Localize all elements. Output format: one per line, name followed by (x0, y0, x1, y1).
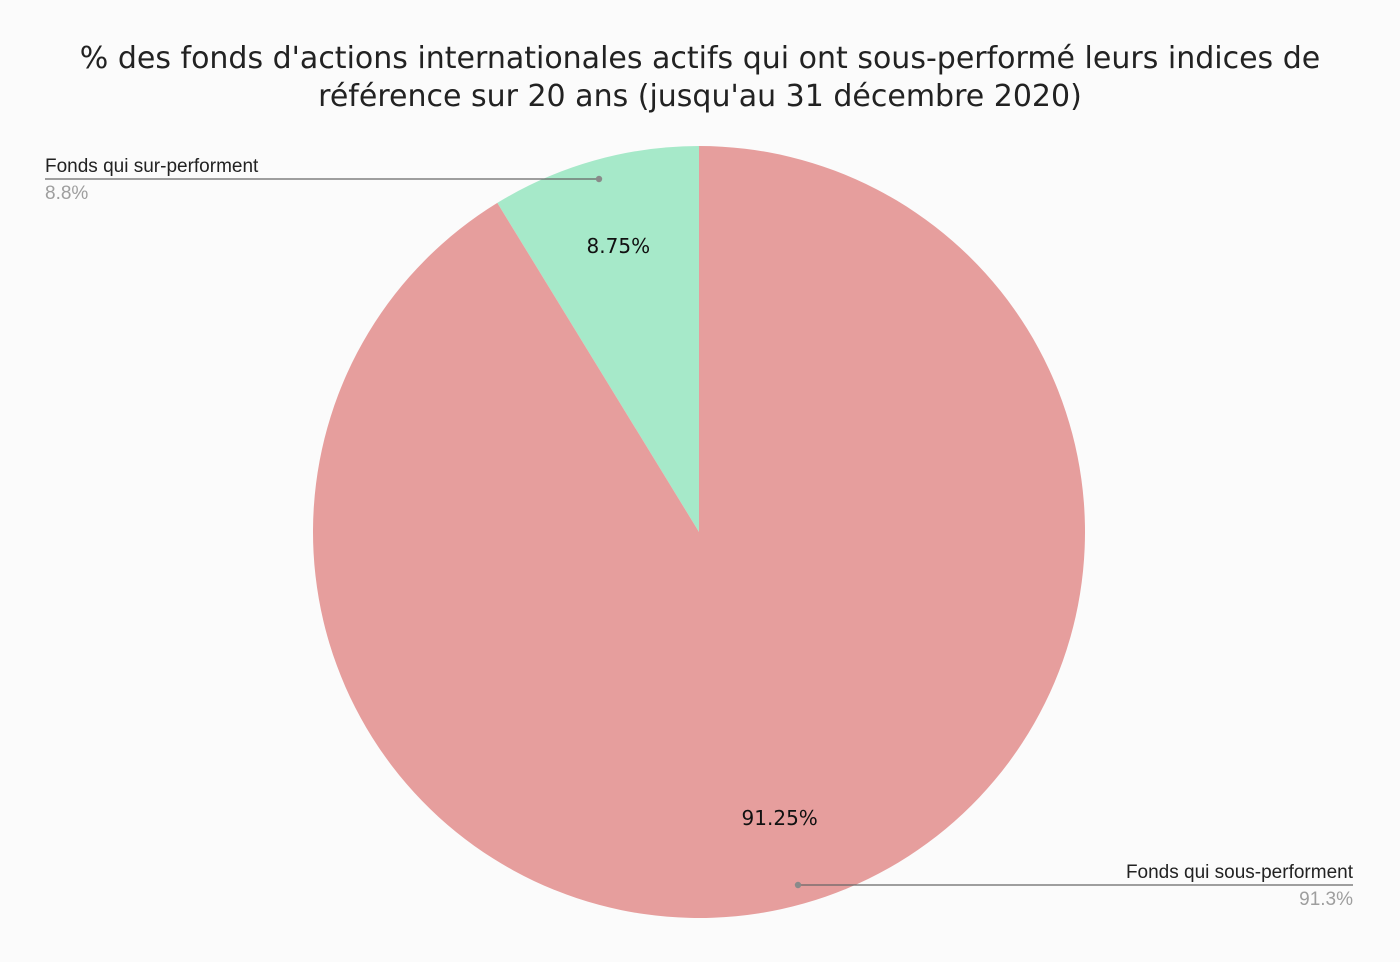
leader-dot-underperform (794, 881, 802, 889)
chart-title: % des fonds d'actions internationales ac… (0, 40, 1400, 116)
legend-name-underperform: Fonds qui sous-performent (1126, 862, 1354, 883)
chart-title-line-1: % des fonds d'actions internationales ac… (79, 41, 1321, 76)
pie-legend: Fonds qui sur-performent 8.8% Fonds qui so… (45, 156, 1354, 910)
pie-slice-outperform (497, 146, 699, 532)
pie-slice-labels: 8.75% 91.25% (587, 234, 818, 830)
chart-title-line-2: référence sur 20 ans (jusqu'au 31 décemb… (318, 79, 1082, 114)
legend-value-outperform: 8.8% (45, 183, 88, 204)
leader-dot-outperform (595, 175, 603, 183)
slice-label-underperform: 91.25% (742, 806, 818, 830)
slice-label-outperform: 8.75% (587, 234, 651, 258)
legend-value-underperform: 91.3% (1299, 889, 1353, 910)
pie-slices (312, 146, 1085, 918)
legend-name-outperform: Fonds qui sur-performent (45, 156, 259, 177)
pie-slice-underperform (312, 146, 1085, 918)
